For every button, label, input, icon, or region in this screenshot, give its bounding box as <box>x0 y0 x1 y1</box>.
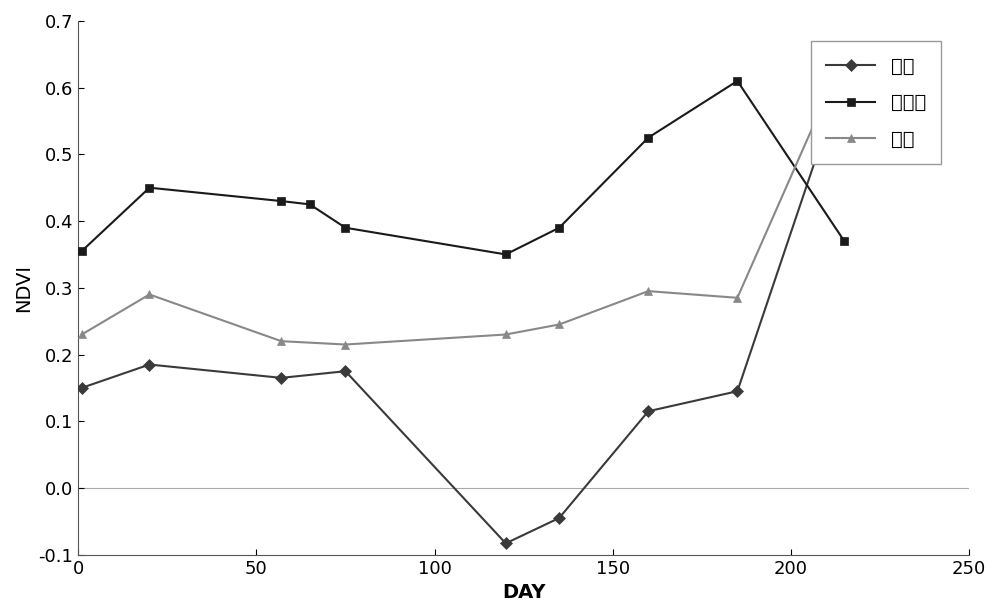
X-axis label: DAY: DAY <box>502 583 545 602</box>
Legend: 水稻, 冬小麦, 花生: 水稻, 冬小麦, 花生 <box>811 41 941 164</box>
Y-axis label: NDVI: NDVI <box>14 264 33 312</box>
